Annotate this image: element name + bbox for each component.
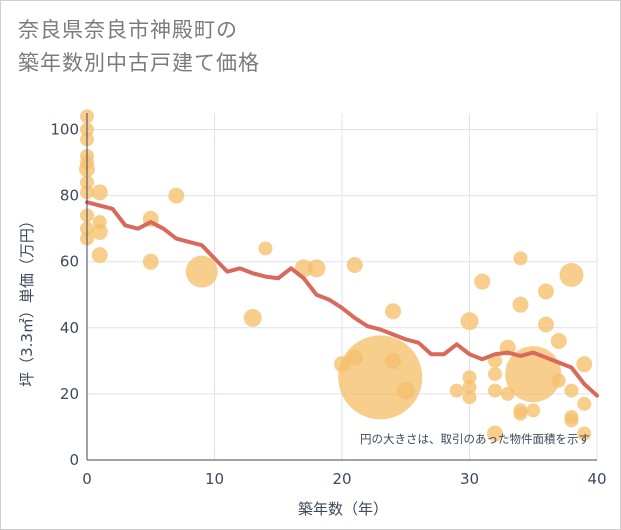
data-point xyxy=(258,241,273,256)
data-point xyxy=(513,406,528,421)
axes: 0 20 40 60 80 100 0 10 20 30 40 xyxy=(50,113,607,488)
data-point xyxy=(91,184,108,201)
data-point xyxy=(559,262,584,287)
x-tick-label: 30 xyxy=(460,470,479,488)
data-point xyxy=(396,381,415,400)
size-note: 円の大きさは、取引のあった物件面積を示す xyxy=(360,432,590,446)
data-point xyxy=(488,367,502,382)
y-tick-label: 80 xyxy=(60,187,79,205)
data-point xyxy=(168,187,185,204)
data-point xyxy=(474,273,491,290)
data-point xyxy=(307,259,326,278)
data-point xyxy=(449,383,464,398)
average-price-line xyxy=(85,200,599,398)
data-point xyxy=(346,257,363,274)
data-point xyxy=(577,426,592,441)
chart-title: 奈良県奈良市神殿町の 築年数別中古戸建て価格 xyxy=(18,14,260,80)
data-point xyxy=(551,373,566,388)
data-point xyxy=(526,403,541,418)
chart-title-line-1: 奈良県奈良市神殿町の xyxy=(18,18,238,42)
data-point xyxy=(576,356,593,373)
data-point xyxy=(142,253,159,270)
bubble-series xyxy=(79,109,593,442)
data-point xyxy=(460,312,479,331)
y-tick-label: 0 xyxy=(69,451,79,469)
data-point xyxy=(385,303,401,320)
data-point xyxy=(538,283,554,300)
data-point xyxy=(512,296,529,313)
chart-title-line-2: 築年数別中古戸建て価格 xyxy=(18,51,260,75)
data-point xyxy=(513,251,528,266)
data-point xyxy=(91,247,108,264)
y-tick-label: 100 xyxy=(50,121,79,139)
data-point xyxy=(462,380,477,395)
data-point xyxy=(487,425,503,442)
data-point xyxy=(338,335,423,420)
data-point xyxy=(243,308,262,327)
data-point xyxy=(462,370,477,385)
y-axis-title: 坪（3.3㎡）単価（万円） xyxy=(18,213,36,387)
data-point xyxy=(538,316,554,333)
x-tick-label: 0 xyxy=(82,470,92,488)
y-tick-label: 40 xyxy=(60,319,79,337)
data-point xyxy=(564,383,579,398)
data-point xyxy=(577,396,592,411)
y-tick-label: 20 xyxy=(60,385,79,403)
data-point xyxy=(185,255,218,288)
x-tick-label: 40 xyxy=(587,470,606,488)
x-tick-label: 10 xyxy=(205,470,224,488)
data-point xyxy=(488,383,502,398)
data-point xyxy=(91,223,108,240)
x-tick-label: 20 xyxy=(332,470,351,488)
data-point xyxy=(550,333,567,350)
y-tick-label: 60 xyxy=(60,253,79,271)
data-point xyxy=(564,413,579,428)
data-point xyxy=(462,390,477,405)
x-axis-title: 築年数（年） xyxy=(298,500,388,518)
